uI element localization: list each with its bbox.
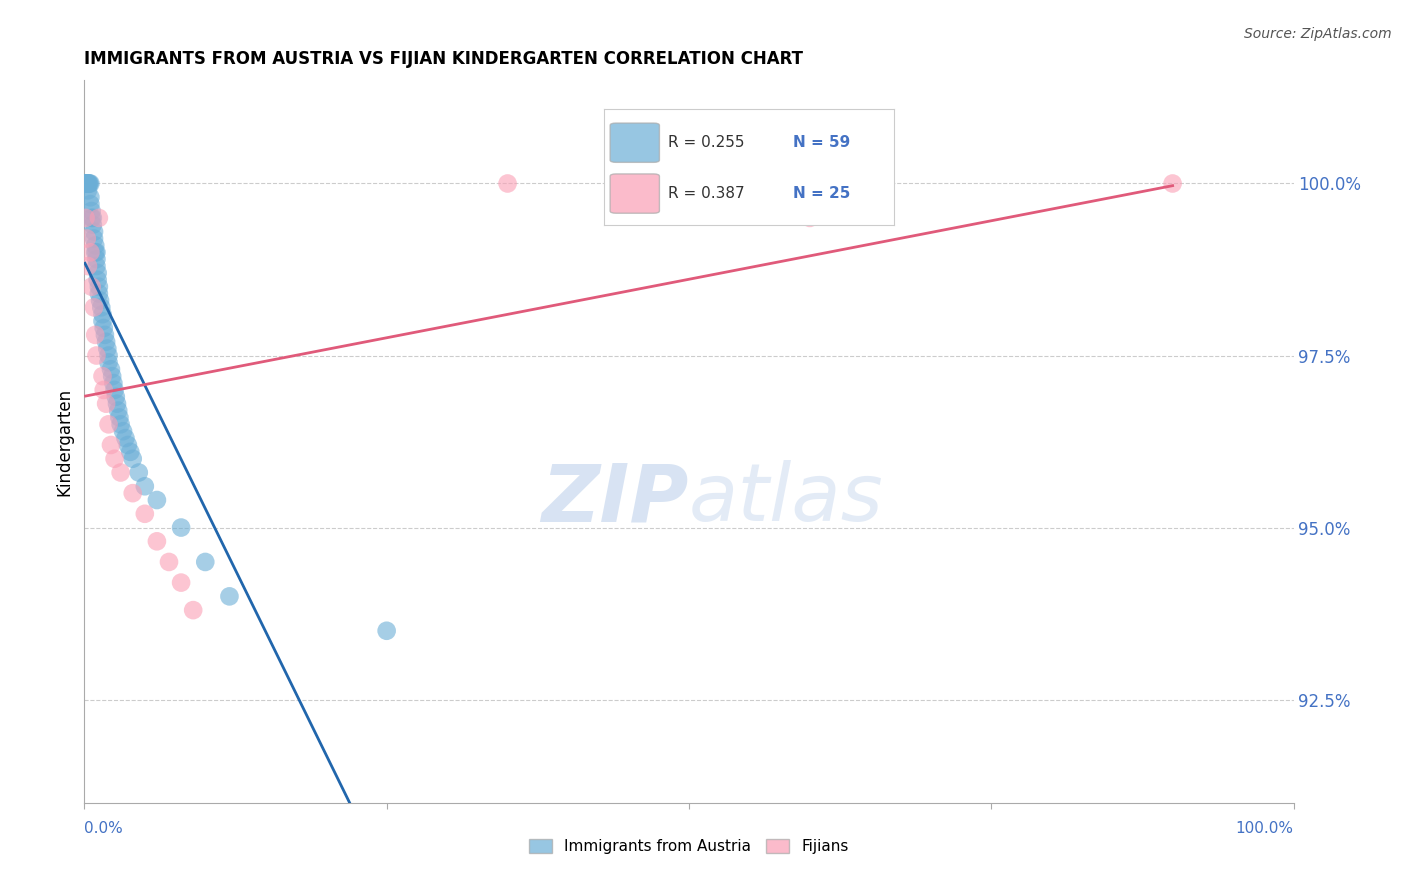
Point	[75, 177, 97, 191]
Point	[90, 301, 112, 315]
Point	[117, 438, 139, 452]
Point	[80, 279, 103, 293]
Point	[134, 479, 156, 493]
Point	[79, 177, 101, 191]
Point	[93, 383, 115, 397]
Point	[83, 301, 105, 315]
Point	[77, 177, 100, 191]
Point	[375, 624, 398, 638]
Point	[1161, 177, 1184, 191]
Point	[82, 211, 104, 225]
Point	[82, 218, 104, 232]
Point	[96, 342, 118, 356]
Point	[97, 355, 120, 369]
Point	[107, 403, 129, 417]
Point	[121, 451, 143, 466]
Point	[77, 177, 100, 191]
Point	[76, 177, 98, 191]
Point	[128, 466, 150, 480]
Legend: Immigrants from Austria, Fijians: Immigrants from Austria, Fijians	[523, 833, 855, 860]
Point	[194, 555, 217, 569]
Point	[75, 211, 97, 225]
Point	[170, 575, 193, 590]
Point	[86, 266, 108, 280]
Point	[496, 177, 519, 191]
Point	[79, 197, 101, 211]
Point	[105, 397, 128, 411]
Point	[83, 225, 105, 239]
Point	[112, 424, 135, 438]
Point	[100, 438, 122, 452]
Point	[87, 279, 110, 293]
Point	[76, 177, 98, 191]
Point	[76, 231, 98, 245]
Point	[91, 369, 114, 384]
Point	[84, 327, 107, 342]
Text: 0.0%: 0.0%	[84, 821, 124, 836]
Point	[89, 293, 111, 308]
Point	[83, 231, 105, 245]
Text: Source: ZipAtlas.com: Source: ZipAtlas.com	[1244, 27, 1392, 41]
Point	[79, 190, 101, 204]
Point	[86, 259, 108, 273]
Point	[86, 245, 108, 260]
Point	[84, 238, 107, 252]
Point	[91, 307, 114, 321]
Point	[121, 486, 143, 500]
Point	[97, 349, 120, 363]
Point	[146, 493, 169, 508]
Point	[77, 259, 100, 273]
Point	[103, 376, 125, 390]
Point	[91, 314, 114, 328]
Point	[87, 211, 110, 225]
Point	[157, 555, 180, 569]
Point	[218, 590, 240, 604]
Point	[94, 327, 117, 342]
Point	[100, 362, 122, 376]
Point	[110, 417, 132, 432]
Point	[93, 321, 115, 335]
Point	[86, 273, 108, 287]
Point	[114, 431, 136, 445]
Point	[110, 466, 132, 480]
Point	[146, 534, 169, 549]
Y-axis label: Kindergarten: Kindergarten	[55, 387, 73, 496]
Point	[75, 177, 97, 191]
Point	[101, 369, 124, 384]
Point	[94, 397, 117, 411]
Point	[80, 204, 103, 219]
Point	[77, 177, 100, 191]
Point	[104, 390, 127, 404]
Text: ZIP: ZIP	[541, 460, 689, 539]
Text: 100.0%: 100.0%	[1236, 821, 1294, 836]
Point	[87, 286, 110, 301]
Point	[86, 349, 108, 363]
Point	[84, 245, 107, 260]
Point	[104, 451, 127, 466]
Point	[73, 177, 96, 191]
Point	[77, 177, 100, 191]
Point	[97, 417, 120, 432]
Point	[181, 603, 204, 617]
Text: atlas: atlas	[689, 460, 884, 539]
Point	[170, 520, 193, 534]
Point	[799, 211, 821, 225]
Point	[120, 445, 142, 459]
Point	[134, 507, 156, 521]
Point	[94, 334, 117, 349]
Point	[77, 183, 100, 197]
Point	[80, 211, 103, 225]
Point	[86, 252, 108, 267]
Point	[79, 245, 101, 260]
Point	[108, 410, 131, 425]
Text: IMMIGRANTS FROM AUSTRIA VS FIJIAN KINDERGARTEN CORRELATION CHART: IMMIGRANTS FROM AUSTRIA VS FIJIAN KINDER…	[84, 50, 803, 68]
Point	[104, 383, 127, 397]
